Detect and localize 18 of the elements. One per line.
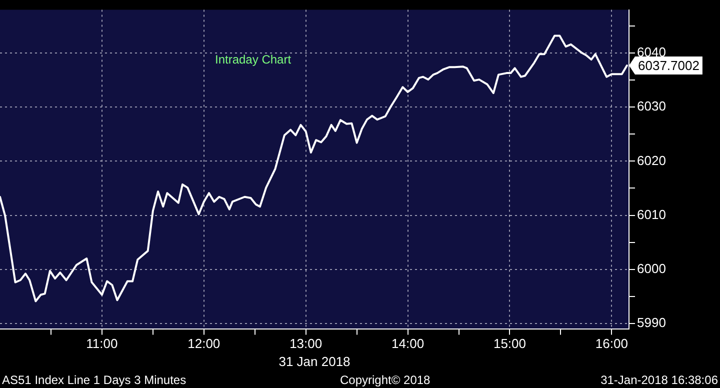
- y-tick-label: 6010: [637, 206, 666, 222]
- x-tick-label: 15:00: [493, 336, 526, 352]
- y-tick-label: 5990: [637, 314, 666, 330]
- y-tick-label: 6000: [637, 260, 666, 276]
- x-tick-label: 11:00: [86, 336, 118, 352]
- x-tick-label: 14:00: [392, 336, 424, 352]
- text: Copyright© 2018: [340, 373, 431, 387]
- text: 31-Jan-2018 16:38:06: [600, 373, 718, 387]
- x-tick-label: 16:00: [595, 336, 628, 352]
- y-tick-label: 6040: [637, 44, 666, 60]
- x-tick-label: 13:00: [290, 336, 322, 352]
- text: AS51 Index Line 1 Days 3 Minutes: [2, 373, 186, 387]
- text: Intraday Chart: [215, 52, 292, 66]
- x-tick-label: 12:00: [188, 336, 220, 352]
- y-tick-label: 6030: [637, 98, 666, 114]
- y-tick-label: 6020: [637, 152, 666, 168]
- text: 6037.7002: [638, 58, 700, 74]
- x-axis-title: 31 Jan 2018: [278, 354, 350, 369]
